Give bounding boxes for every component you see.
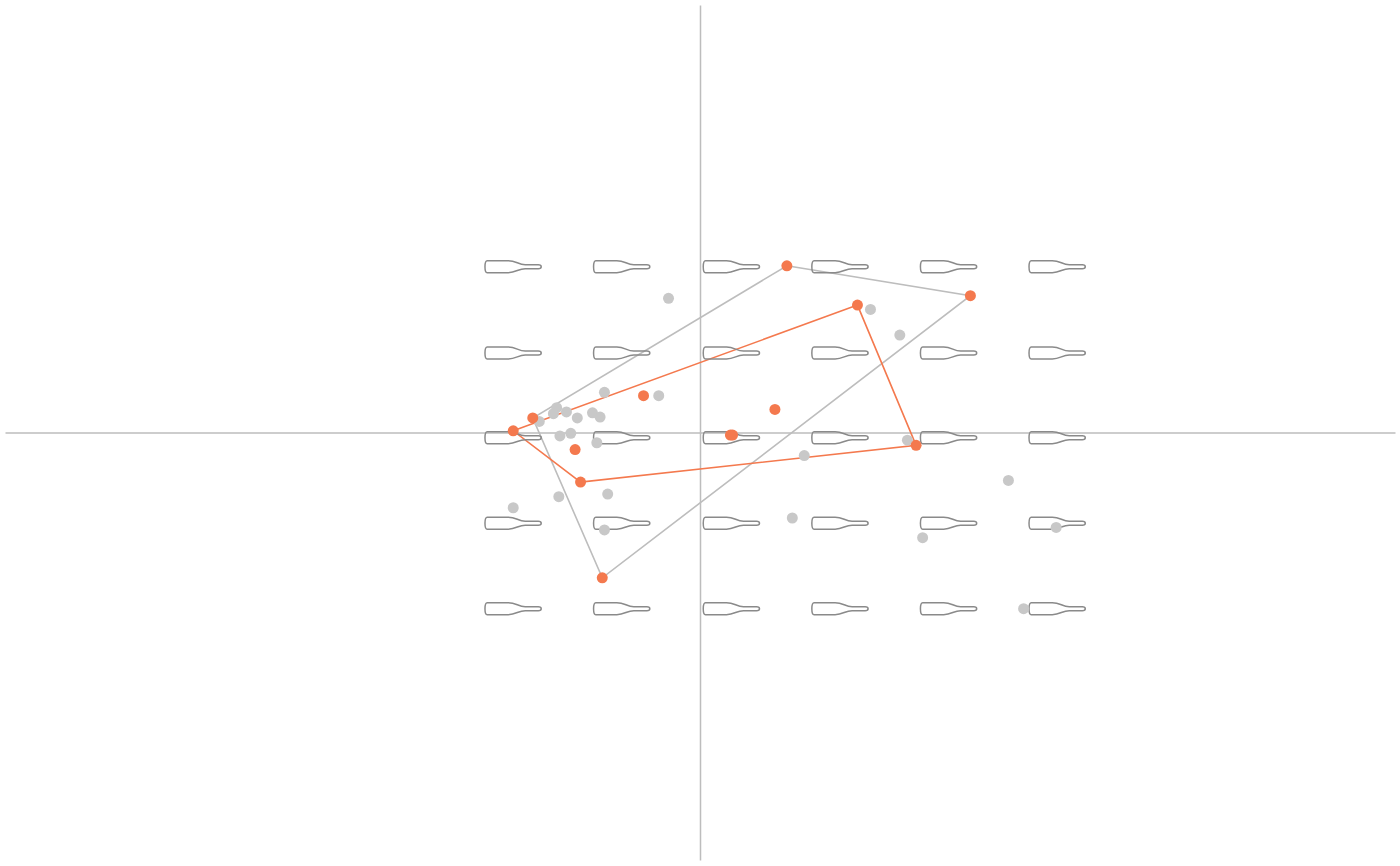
point: [638, 390, 649, 401]
glyph: [703, 347, 759, 359]
point: [548, 408, 559, 419]
glyph: [594, 603, 650, 615]
point: [553, 491, 564, 502]
glyph: [1029, 603, 1085, 615]
glyph: [812, 517, 868, 529]
point: [965, 290, 976, 301]
point: [595, 412, 606, 423]
point: [599, 524, 610, 535]
point: [565, 428, 576, 439]
glyph: [920, 517, 976, 529]
point: [508, 502, 519, 513]
glyph: [920, 261, 976, 273]
points: [508, 293, 1062, 614]
point: [1003, 475, 1014, 486]
glyphs: [485, 261, 1085, 615]
glyph: [920, 347, 976, 359]
point: [911, 440, 922, 451]
glyph: [812, 261, 868, 273]
point: [917, 532, 928, 543]
plot-area: [485, 260, 1085, 614]
glyph: [920, 603, 976, 615]
glyph: [703, 261, 759, 273]
point: [663, 293, 674, 304]
glyph: [485, 603, 541, 615]
point: [653, 390, 664, 401]
point: [597, 572, 608, 583]
glyph: [812, 347, 868, 359]
glyph: [1029, 432, 1085, 444]
glyph: [485, 517, 541, 529]
point: [781, 260, 792, 271]
point: [799, 450, 810, 461]
glyph: [594, 347, 650, 359]
point: [599, 387, 610, 398]
point: [787, 513, 798, 524]
point: [727, 430, 738, 441]
point: [865, 304, 876, 315]
y-axis-line: [700, 6, 702, 861]
point: [1051, 522, 1062, 533]
point: [575, 477, 586, 488]
point: [570, 444, 581, 455]
chart: [0, 0, 1400, 866]
glyph: [485, 261, 541, 273]
point: [527, 412, 538, 423]
points: [508, 260, 976, 583]
point: [508, 425, 519, 436]
glyph: [703, 603, 759, 615]
point: [561, 406, 572, 417]
hull: [533, 266, 971, 578]
glyph: [1029, 347, 1085, 359]
glyph: [812, 432, 868, 444]
glyph: [485, 347, 541, 359]
hull: [513, 305, 916, 482]
point: [769, 404, 780, 415]
glyph: [920, 432, 976, 444]
glyph: [812, 603, 868, 615]
point: [591, 437, 602, 448]
point: [894, 330, 905, 341]
point: [554, 430, 565, 441]
point: [572, 412, 583, 423]
y-axis: [700, 6, 701, 861]
glyph: [1029, 261, 1085, 273]
glyph: [594, 261, 650, 273]
glyph: [703, 517, 759, 529]
point: [1018, 603, 1029, 614]
point: [852, 300, 863, 311]
point: [602, 489, 613, 500]
